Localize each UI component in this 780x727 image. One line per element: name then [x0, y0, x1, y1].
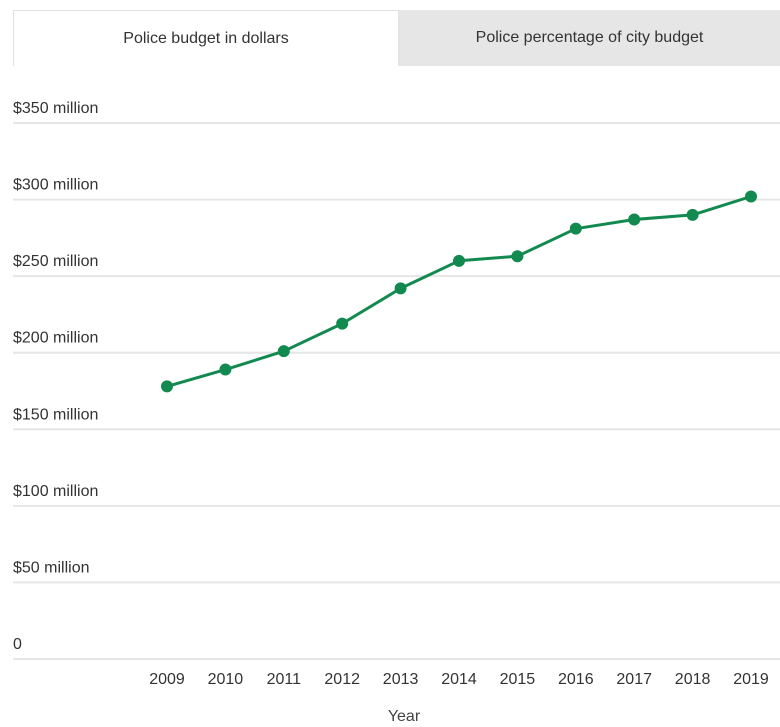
data-point[interactable] [277, 345, 290, 358]
y-tick-label: $300 million [13, 177, 98, 194]
tab-police-percentage-city-budget[interactable]: Police percentage of city budget [399, 10, 780, 66]
x-tick-label: 2015 [500, 671, 536, 688]
gridlines [13, 122, 780, 660]
y-tick-label: $200 million [13, 330, 98, 347]
x-tick-label: 2016 [558, 671, 594, 688]
y-tick-label: $150 million [13, 406, 98, 423]
y-tick-label: 0 [13, 636, 22, 653]
data-point[interactable] [511, 250, 524, 263]
y-axis-tick-labels: 0 $50 million $100 million $150 million $200… [13, 100, 98, 653]
x-tick-label: 2017 [616, 671, 652, 688]
data-point[interactable] [686, 208, 699, 221]
data-point[interactable] [336, 317, 349, 330]
x-tick-label: 2019 [733, 671, 769, 688]
data-points [161, 190, 757, 393]
x-axis-tick-labels: 2009 2010 2011 2012 2013 2014 2015 2016 2017 2018… [149, 671, 769, 688]
x-axis-label: Year [388, 708, 421, 725]
data-point[interactable] [219, 363, 232, 376]
y-tick-label: $350 million [13, 100, 98, 117]
data-point[interactable] [453, 254, 465, 267]
chart-tabs: Police budget in dollars Police percenta… [13, 10, 780, 66]
line-chart: 0 $50 million $100 million $150 million $200… [13, 100, 780, 725]
x-tick-label: 2010 [208, 671, 244, 688]
y-tick-label: $100 million [13, 483, 98, 500]
data-point[interactable] [394, 282, 407, 295]
data-point[interactable] [745, 190, 757, 203]
y-tick-label: $50 million [13, 559, 89, 576]
y-tick-label: $250 million [13, 253, 98, 270]
series-line [166, 195, 752, 388]
x-tick-label: 2011 [267, 671, 302, 688]
x-tick-label: 2013 [383, 671, 419, 688]
x-tick-label: 2009 [149, 671, 185, 688]
x-tick-label: 2018 [675, 671, 711, 688]
x-tick-label: 2014 [441, 671, 477, 688]
tab-police-budget-dollars[interactable]: Police budget in dollars [13, 10, 399, 66]
x-tick-label: 2012 [324, 671, 360, 688]
data-point[interactable] [628, 213, 641, 226]
data-point[interactable] [569, 222, 582, 235]
data-point[interactable] [161, 380, 173, 393]
